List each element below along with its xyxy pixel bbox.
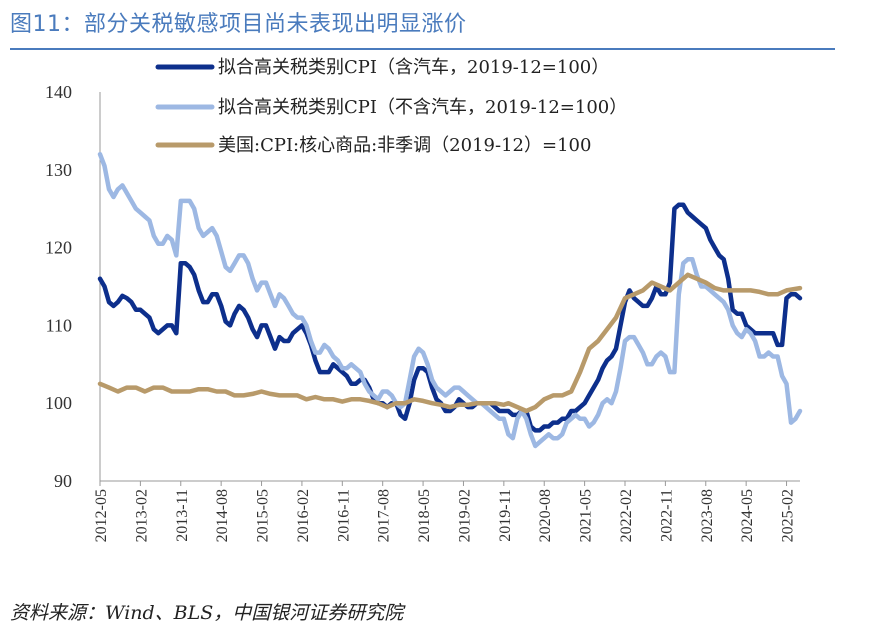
x-tick-label: 2022-11 xyxy=(658,489,675,542)
x-tick-label: 2013-11 xyxy=(174,489,191,542)
chart-axes: 90 100 110 120 130 140 2012-05 2013-02 2013-11 20… xyxy=(45,82,800,542)
x-tick-label: 2019-11 xyxy=(497,489,514,542)
x-tick-label: 2024-05 xyxy=(739,489,756,542)
y-tick-label: 90 xyxy=(54,471,72,491)
x-tick-label: 2021-05 xyxy=(578,489,595,542)
x-tick-label: 2015-05 xyxy=(255,489,272,542)
title-rule xyxy=(10,48,835,50)
y-tick-label: 100 xyxy=(45,393,72,413)
x-tick-label: 2018-05 xyxy=(416,489,433,542)
legend-label-2: 拟合高关税类别CPI（不含汽车，2019-12=100） xyxy=(218,97,627,118)
x-tick-label: 2012-05 xyxy=(93,489,110,542)
x-tick-label: 2016-11 xyxy=(335,489,352,542)
figure-title: 图11：部分关税敏感项目尚未表现出明显涨价 xyxy=(10,12,467,37)
x-tick-label: 2014-08 xyxy=(214,489,231,542)
x-tick-label: 2020-08 xyxy=(537,489,554,542)
series-line-2 xyxy=(97,151,803,449)
x-tick-label: 2013-02 xyxy=(133,489,150,542)
series-line-3 xyxy=(97,272,803,414)
chart-legend: 拟合高关税类别CPI（含汽车，2019-12=100） 拟合高关税类别CPI（不含… xyxy=(155,57,627,156)
y-tick-label: 110 xyxy=(46,315,72,335)
y-tick-label: 140 xyxy=(45,82,72,102)
series-line-1 xyxy=(97,202,803,433)
x-tick-label: 2019-02 xyxy=(456,489,473,542)
x-tick-label: 2017-08 xyxy=(376,489,393,542)
legend-label-1: 拟合高关税类别CPI（含汽车，2019-12=100） xyxy=(218,57,609,78)
x-tick-label: 2025-02 xyxy=(780,489,797,542)
x-tick-label: 2023-08 xyxy=(699,489,716,542)
y-tick-label: 130 xyxy=(45,160,72,180)
x-tick-label: 2016-02 xyxy=(295,489,312,542)
y-tick-label: 120 xyxy=(45,238,72,258)
legend-label-3: 美国:CPI:核心商品:非季调（2019-12）=100 xyxy=(218,135,591,156)
chart-lines xyxy=(97,151,803,449)
x-tick-label: 2022-02 xyxy=(618,489,635,542)
source-note: 资料来源：Wind、BLS，中国银河证券研究院 xyxy=(10,602,404,624)
